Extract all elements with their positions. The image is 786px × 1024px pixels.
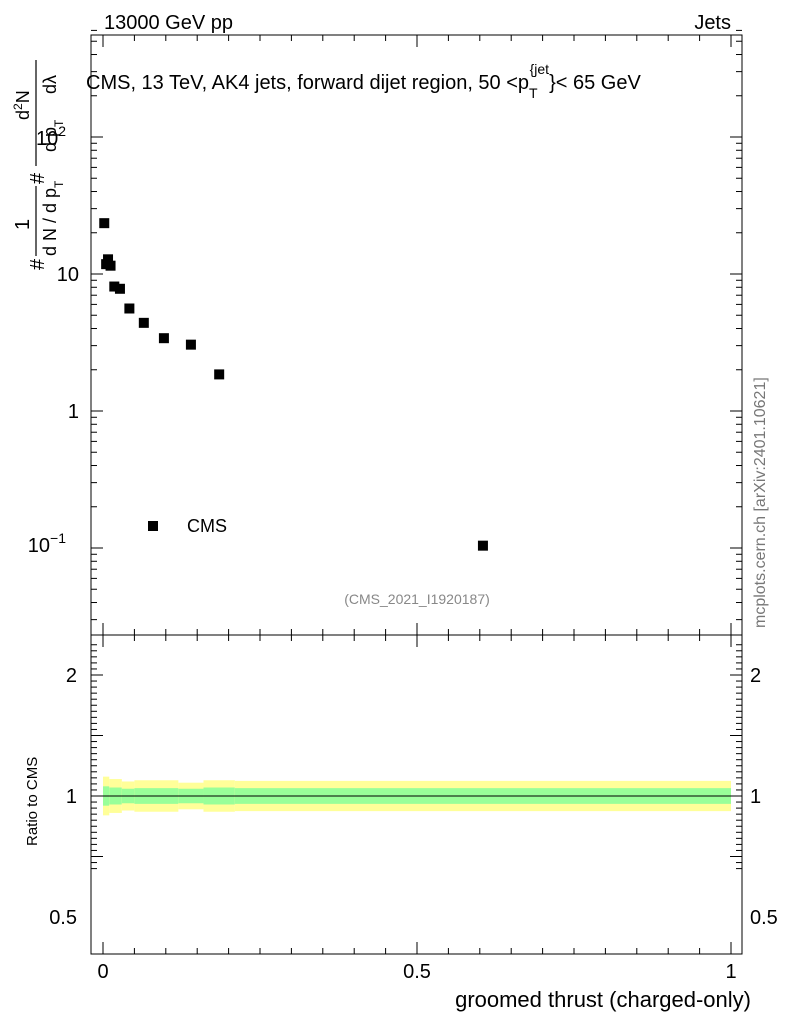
ylabel-frac1-num: 1 xyxy=(12,219,34,230)
ylabel-frac1-den: d N / d pT xyxy=(40,180,66,256)
y-tick-label-0.1: 10−1 xyxy=(28,530,66,557)
main-x-ticks xyxy=(102,35,732,635)
data-point-3 xyxy=(105,260,116,271)
ylabel-dlambda: dλ xyxy=(40,75,60,94)
x-tick-label-1: 1 xyxy=(725,961,736,983)
side-label: mcplots.cern.ch [arXiv:2401.10621] xyxy=(752,377,769,628)
ratio-y-ticks xyxy=(91,644,742,870)
data-point-8 xyxy=(158,333,169,344)
ratio-y-tick-1-left: 1 xyxy=(66,786,77,808)
data-point-0 xyxy=(99,218,110,229)
ylabel-frac2-num-a: d xyxy=(13,110,33,120)
data-point-5 xyxy=(114,283,125,294)
x-tick-label-0.5: 0.5 xyxy=(403,961,431,983)
title-prefix: CMS, 13 TeV, AK4 jets, forward dijet reg… xyxy=(86,72,529,94)
title-sup: {jet xyxy=(530,61,550,77)
ylabel-frac1-den-text: d N / d p xyxy=(40,188,60,256)
ylabel-hash-2: # xyxy=(27,172,49,184)
title-sub: T xyxy=(529,85,538,101)
ylabel-frac2-den-text: d p xyxy=(40,127,60,152)
legend-label-cms: CMS xyxy=(187,516,227,536)
ratio-y-tick-0.5-left: 0.5 xyxy=(49,907,77,929)
chart-title: CMS, 13 TeV, AK4 jets, forward dijet reg… xyxy=(86,61,641,101)
main-y-ticks xyxy=(91,29,742,621)
y-tick-label-1: 1 xyxy=(68,401,79,423)
data-point-4 xyxy=(109,281,120,292)
y-tick-0.1-base: 10 xyxy=(28,535,50,557)
data-point-11 xyxy=(477,540,488,551)
y-tick-100-exp: 2 xyxy=(58,123,66,139)
data-point-10 xyxy=(214,369,225,380)
ylabel-frac2-num-sup: 2 xyxy=(11,103,25,110)
x-axis-label: groomed thrust (charged-only) xyxy=(455,987,751,1012)
y-axis-label: # 1 d N / d pT # d2N d pT dλ xyxy=(11,60,66,270)
ylabel-frac2-num-b: N xyxy=(13,90,33,103)
main-panel-frame xyxy=(90,34,743,636)
ylabel-hash-1: # xyxy=(27,258,49,270)
data-points xyxy=(99,218,488,551)
data-point-2 xyxy=(103,254,114,265)
data-point-9 xyxy=(185,339,196,350)
ylabel-frac2-num: d2N xyxy=(11,90,33,120)
ylabel-frac1-den-sub: T xyxy=(52,180,66,188)
header-right: Jets xyxy=(694,12,731,34)
y-tick-label-100: 102 xyxy=(36,123,66,150)
ratio-y-tick-0.5-right: 0.5 xyxy=(750,907,778,929)
ratio-y-axis-label: Ratio to CMS xyxy=(24,757,41,846)
title-suffix: }< 65 GeV xyxy=(549,72,641,94)
ylabel-frac2-den: d pT xyxy=(40,119,66,152)
ylabel-frac2-den-sub: T xyxy=(52,119,66,127)
y-tick-0.1-exp: −1 xyxy=(50,530,66,546)
legend-marker-cms xyxy=(148,521,158,531)
y-tick-label-10: 10 xyxy=(57,264,79,286)
header-left: 13000 GeV pp xyxy=(104,12,233,34)
y-tick-100-base: 10 xyxy=(36,128,58,150)
ratio-y-tick-1-right: 1 xyxy=(750,786,761,808)
analysis-label: (CMS_2021_I1920187) xyxy=(344,591,490,607)
x-tick-label-0: 0 xyxy=(97,961,108,983)
ratio-y-tick-2-left: 2 xyxy=(66,665,77,687)
data-point-7 xyxy=(138,317,149,328)
data-point-6 xyxy=(124,303,135,314)
ratio-y-tick-2-right: 2 xyxy=(750,665,761,687)
ratio-x-ticks xyxy=(102,635,732,954)
